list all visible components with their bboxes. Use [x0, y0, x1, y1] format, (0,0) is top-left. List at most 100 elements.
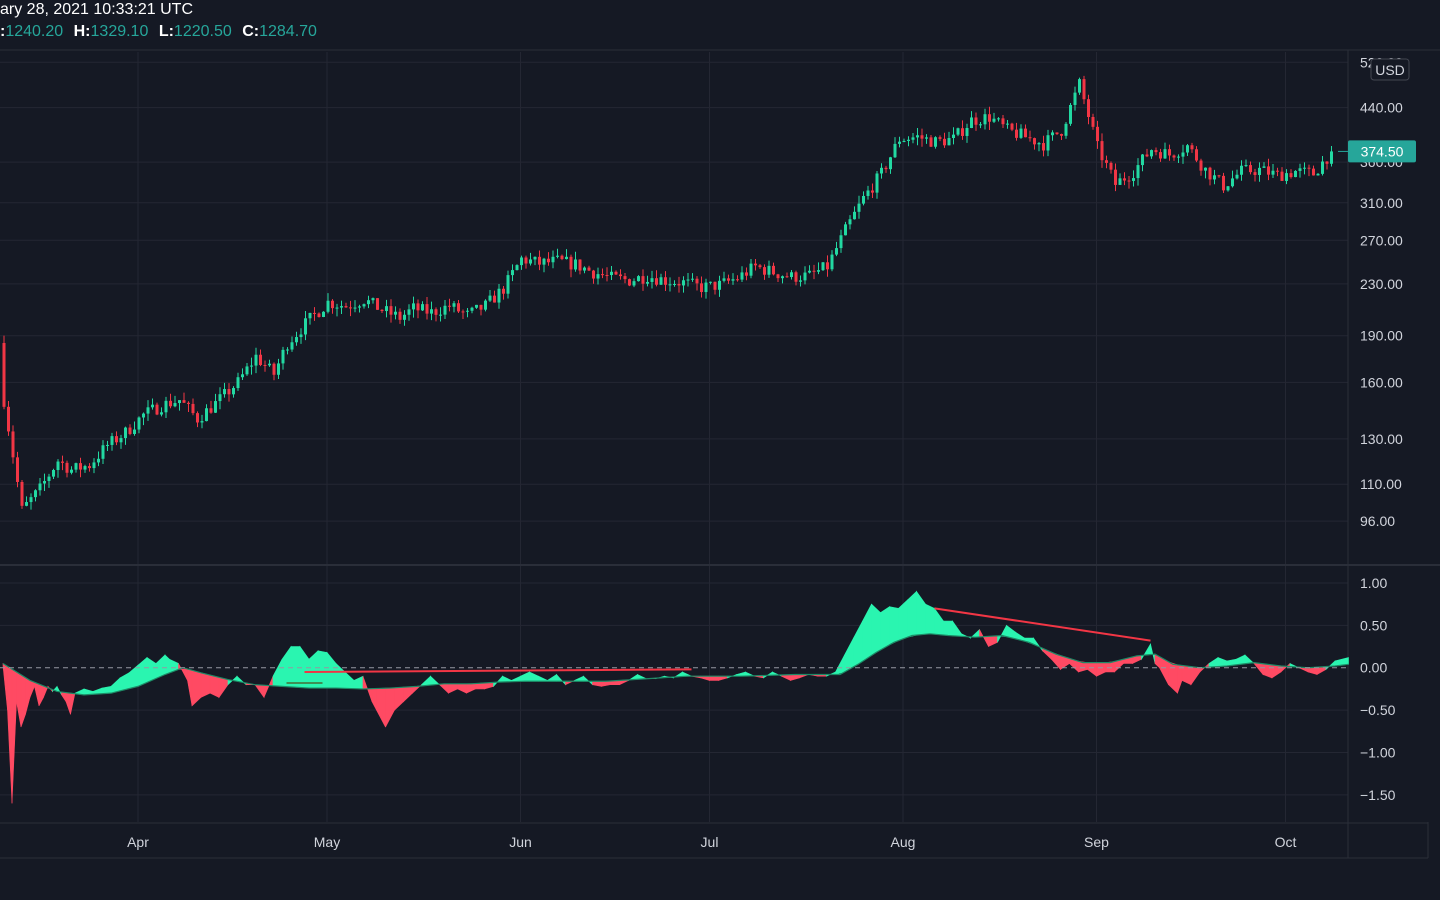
candle-up	[1069, 104, 1072, 124]
candle-down	[1055, 132, 1059, 135]
candle-up	[1186, 145, 1189, 153]
candle-down	[1024, 128, 1027, 138]
price-tick-label: 230.00	[1360, 276, 1403, 292]
candle-down	[1280, 171, 1284, 181]
candle-up	[142, 413, 145, 418]
candle-down	[1168, 149, 1171, 156]
candle-up	[866, 190, 870, 196]
candle-up	[218, 394, 222, 402]
candle-up	[947, 138, 951, 146]
oscillator-tick-label: −1.50	[1360, 787, 1396, 803]
candle-up	[659, 277, 663, 285]
candle-down	[196, 413, 199, 423]
candle-up	[970, 117, 973, 129]
candle-up	[992, 118, 996, 122]
candle-up	[326, 300, 330, 312]
candle-up	[25, 502, 28, 506]
candle-down	[187, 402, 190, 404]
candle-up	[34, 490, 37, 498]
candle-down	[871, 190, 874, 193]
candle-up	[731, 279, 735, 281]
candle-down	[1267, 166, 1270, 175]
candle-up	[1240, 165, 1243, 175]
candle-down	[794, 272, 798, 282]
candle-up	[97, 458, 100, 463]
candle-up	[223, 389, 226, 395]
osc-area-positive	[889, 606, 899, 646]
last-price-label: 374.50	[1361, 143, 1404, 159]
candle-up	[250, 365, 253, 367]
candle-up	[1321, 161, 1324, 174]
candle-up	[497, 288, 501, 303]
candle-down	[1091, 116, 1095, 127]
candle-up	[668, 284, 672, 286]
candle-up	[799, 280, 802, 282]
x-tick-label: May	[314, 834, 340, 850]
open-value: 1240.20	[5, 23, 64, 40]
candle-down	[884, 167, 888, 170]
price-tick-label: 130.00	[1360, 431, 1403, 447]
candle-up	[898, 141, 901, 144]
candle-down	[1109, 162, 1113, 170]
candle-up	[916, 135, 919, 138]
candle-up	[299, 334, 303, 338]
oscillator-pane	[0, 590, 1349, 804]
candle-up	[965, 128, 969, 136]
candle-up	[1294, 170, 1297, 178]
candle-up	[704, 282, 708, 293]
candle-up	[484, 300, 487, 310]
candle-up	[533, 256, 537, 260]
candle-down	[155, 404, 159, 415]
candle-down	[115, 436, 118, 443]
candle-up	[385, 306, 388, 312]
currency-label: USD	[1375, 62, 1405, 78]
candle-down	[191, 403, 195, 414]
price-tick-label: 310.00	[1360, 195, 1403, 211]
candle-up	[106, 444, 109, 446]
candle-up	[160, 412, 163, 415]
candle-up	[979, 124, 982, 126]
candle-up	[1231, 178, 1234, 187]
candle-up	[137, 417, 141, 430]
candle-up	[1073, 92, 1077, 105]
oscillator-tick-label: −1.00	[1360, 744, 1396, 760]
candle-up	[515, 265, 519, 271]
candle-up	[817, 270, 820, 272]
oscillator-tick-label: 0.00	[1360, 660, 1387, 676]
candle-down	[1222, 175, 1225, 191]
axes: 520.00440.00360.00310.00270.00230.00190.…	[127, 54, 1416, 850]
candle-up	[844, 224, 847, 236]
candle-down	[785, 276, 789, 278]
candle-up	[997, 118, 1000, 120]
candle-up	[29, 497, 33, 503]
candle-up	[101, 445, 105, 459]
candle-up	[164, 400, 168, 413]
candle-up	[551, 256, 555, 263]
oscillator-tick-label: 1.00	[1360, 575, 1387, 591]
candle-up	[232, 388, 235, 395]
candle-up	[1298, 168, 1302, 171]
candle-down	[1105, 160, 1108, 163]
candle-up	[650, 278, 654, 282]
candle-down	[1123, 178, 1126, 181]
candle-down	[1001, 118, 1005, 125]
candle-down	[479, 304, 483, 310]
candle-up	[470, 307, 474, 311]
candle-down	[1087, 99, 1090, 117]
signal-line	[2, 633, 1349, 696]
candle-up	[830, 254, 834, 270]
candle-down	[1172, 155, 1176, 158]
candle-up	[722, 278, 726, 281]
candle-up	[245, 366, 249, 375]
candle-up	[686, 279, 690, 281]
candle-up	[56, 461, 60, 471]
candle-up	[70, 469, 73, 473]
candle-down	[317, 313, 321, 317]
currency-badge	[1370, 58, 1410, 81]
candle-down	[1159, 152, 1162, 159]
candle-down	[313, 312, 316, 314]
candle-down	[416, 303, 420, 311]
candle-down	[628, 279, 631, 286]
candle-up	[43, 480, 46, 484]
